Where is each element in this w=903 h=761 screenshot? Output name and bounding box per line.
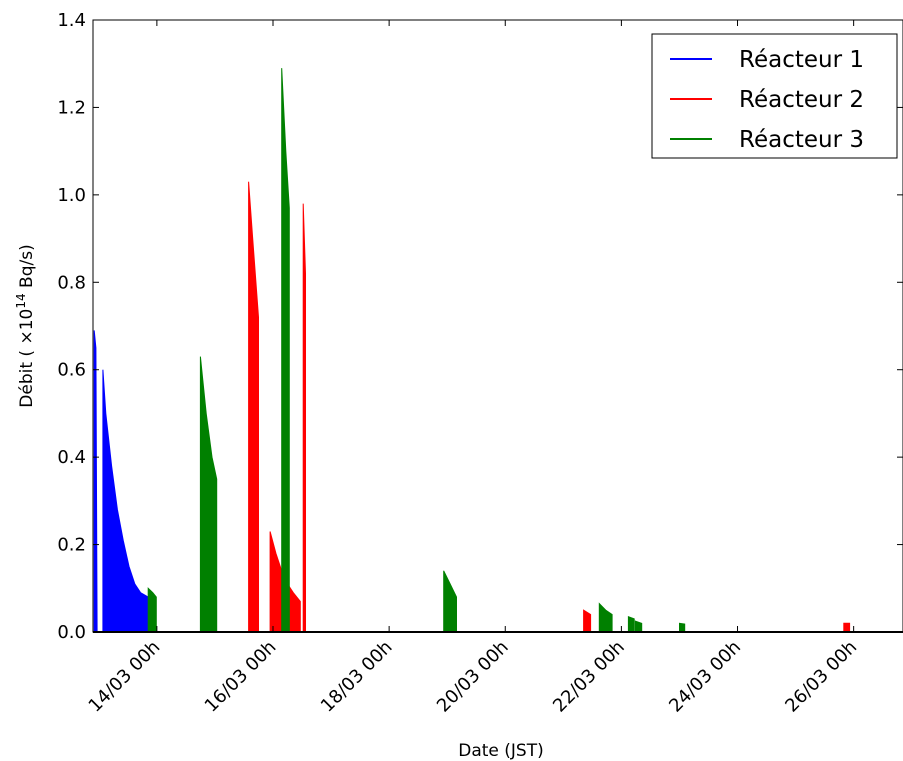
series-3 bbox=[147, 68, 686, 633]
y-tick-label: 0.2 bbox=[57, 535, 86, 556]
legend: Réacteur 1 Réacteur 2 Réacteur 3 bbox=[651, 33, 898, 159]
y-axis-label-text: Débit ( ×10 bbox=[17, 309, 37, 408]
x-tick-label: 18/03 00h bbox=[317, 637, 397, 717]
series-2-release-5 bbox=[843, 622, 851, 633]
series-2-release-4 bbox=[583, 609, 592, 633]
legend-label-3: Réacteur 3 bbox=[739, 127, 864, 153]
series-3-release-6 bbox=[627, 615, 635, 633]
y-axis: 0.0 0.2 0.4 0.6 0.8 1.0 1.2 1.4 bbox=[57, 10, 903, 643]
y-tick-label: 0.4 bbox=[57, 447, 86, 468]
x-tick-label: 20/03 00h bbox=[433, 637, 513, 717]
y-axis-label: Débit ( ×1014 Bq/s) bbox=[14, 244, 37, 407]
y-tick-label: 0.0 bbox=[57, 622, 86, 643]
x-tick-label: 24/03 00h bbox=[665, 637, 745, 717]
x-tick-label: 16/03 00h bbox=[201, 637, 281, 717]
legend-label-1: Réacteur 1 bbox=[739, 47, 864, 73]
x-tick-label: 22/03 00h bbox=[549, 637, 629, 717]
y-tick-label: 1.2 bbox=[57, 97, 86, 118]
plot-frame bbox=[92, 19, 903, 633]
x-axis-label: Date (JST) bbox=[458, 741, 544, 761]
x-tick-label: 14/03 00h bbox=[85, 637, 165, 717]
y-tick-label: 1.4 bbox=[57, 10, 86, 31]
y-axis-label-unit: Bq/s) bbox=[17, 244, 37, 293]
y-tick-label: 0.6 bbox=[57, 360, 86, 381]
series-2-release-3 bbox=[302, 203, 306, 633]
y-axis-label-exponent: 14 bbox=[14, 293, 28, 308]
legend-label-2: Réacteur 2 bbox=[739, 87, 864, 113]
series-3-release-8 bbox=[679, 622, 686, 633]
x-tick-label: 26/03 00h bbox=[781, 637, 861, 717]
series-3-release-1 bbox=[147, 587, 157, 633]
y-tick-label: 1.0 bbox=[57, 185, 86, 206]
y-tick-label: 0.8 bbox=[57, 272, 86, 293]
series-3-release-7 bbox=[634, 620, 643, 633]
legend-box bbox=[651, 33, 898, 159]
